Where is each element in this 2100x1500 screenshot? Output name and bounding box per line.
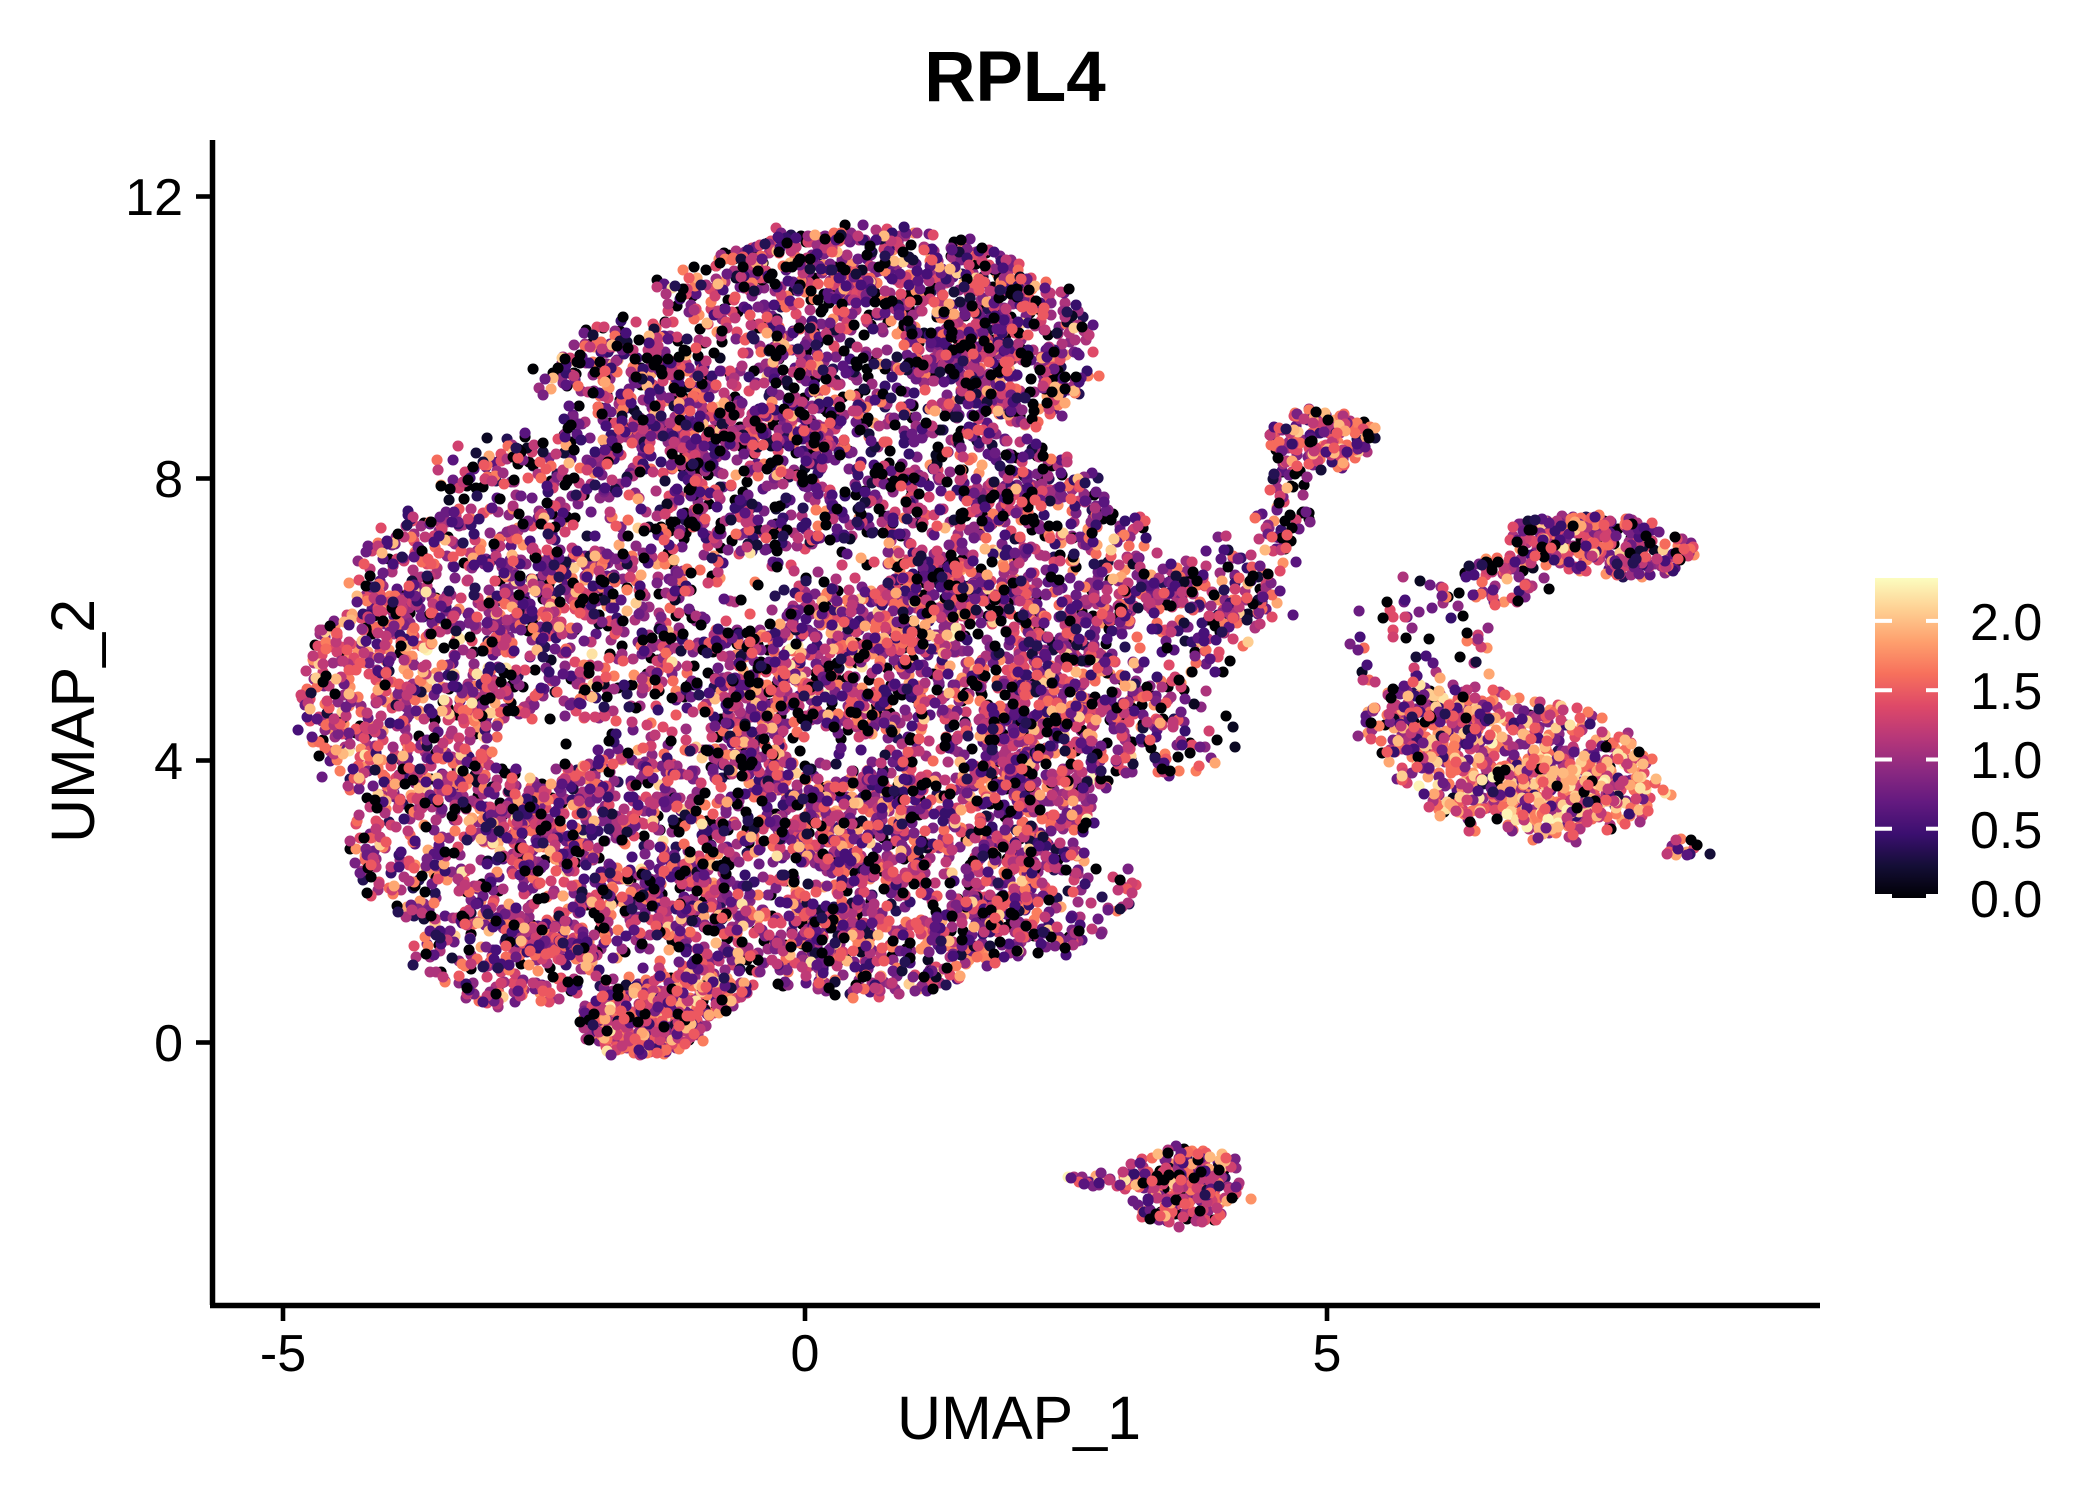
svg-text:1.0: 1.0 (1970, 732, 2042, 790)
svg-text:12: 12 (125, 169, 183, 227)
svg-text:-5: -5 (260, 1325, 306, 1383)
svg-text:UMAP_2: UMAP_2 (39, 599, 107, 843)
svg-text:2.0: 2.0 (1970, 594, 2042, 652)
svg-text:4: 4 (154, 733, 183, 791)
svg-text:RPL4: RPL4 (924, 38, 1106, 117)
svg-text:8: 8 (154, 451, 183, 509)
svg-text:UMAP_1: UMAP_1 (897, 1384, 1141, 1452)
svg-text:1.5: 1.5 (1970, 663, 2042, 721)
svg-text:0: 0 (154, 1015, 183, 1073)
svg-text:0.5: 0.5 (1970, 802, 2042, 860)
svg-text:5: 5 (1313, 1325, 1342, 1383)
svg-text:0: 0 (791, 1325, 820, 1383)
svg-text:0.0: 0.0 (1970, 871, 2042, 929)
